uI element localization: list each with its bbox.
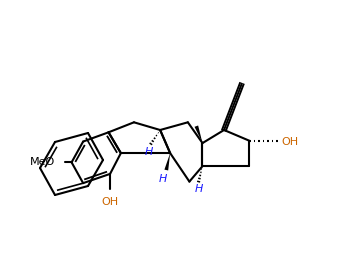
- Text: H: H: [158, 173, 167, 183]
- Text: OH: OH: [282, 137, 299, 146]
- Text: OH: OH: [101, 197, 119, 207]
- Text: H: H: [194, 184, 203, 194]
- Text: H: H: [144, 146, 153, 157]
- Polygon shape: [164, 153, 170, 171]
- Polygon shape: [194, 125, 202, 143]
- Text: MeO: MeO: [29, 157, 55, 167]
